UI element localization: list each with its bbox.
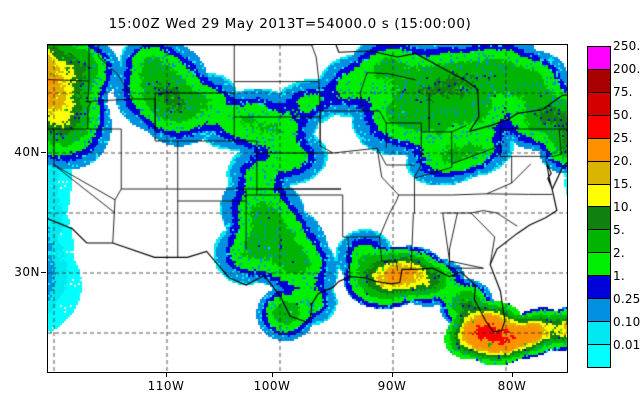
colorbar-label: 20. [613,154,633,168]
colorbar-label: 0.25 [613,292,640,306]
colorbar-label: 0.01 [613,338,640,352]
x-tick-label: 110W [147,379,185,393]
colorbar-segment [588,92,610,116]
map-plot-area[interactable] [47,44,568,373]
title-timestamp: 15:00Z Wed 29 May 2013 [108,16,297,32]
x-tickmark [272,372,273,377]
colorbar-segment [588,47,610,70]
colorbar-segment [588,253,610,277]
colorbar-label: 25. [613,131,633,145]
x-tick-label: 80W [497,379,527,393]
colorbar-segment [588,230,610,254]
colorbar-scale [587,46,611,368]
y-tickmark [41,272,46,273]
x-tickmark [166,372,167,377]
colorbar-label: 10. [613,200,633,214]
colorbar-label: 200. [613,62,640,76]
x-tick-label: 100W [253,379,291,393]
title-model-time: T=54000.0 s (15:00:00) [296,16,472,32]
colorbar-label: 15. [613,177,633,191]
colorbar-segment [588,344,610,367]
colorbar-segment [588,138,610,162]
colorbar-label: 1. [613,269,625,283]
colorbar-label: 75. [613,85,633,99]
precipitation-raster [48,45,567,372]
colorbar-label: 50. [613,108,633,122]
x-tickmark [512,372,513,377]
colorbar-segment [588,69,610,93]
y-tickmark [41,152,46,153]
y-tick-label: 40N [14,145,40,159]
colorbar-segment [588,322,610,345]
colorbar-tick-labels: 250. 200. 75. 50. 25. 20. 15. 10. 5. 2. 1. 0.25 0.10… [613,39,640,368]
x-tick-label: 90W [377,379,407,393]
colorbar-segment [588,115,610,139]
colorbar-segment [588,161,610,185]
colorbar-label: 2. [613,246,625,260]
y-tick-label: 30N [14,265,40,279]
colorbar-label: 250. [613,39,640,53]
colorbar-label: 0.10 [613,315,640,329]
colorbar-segment [588,207,610,231]
x-tickmark [392,372,393,377]
colorbar-label: 5. [613,223,625,237]
colorbar-segment [588,276,610,300]
figure-title: 15:00Z Wed 29 May 2013T=54000.0 s (15:00… [0,16,580,32]
colorbar-segment [588,184,610,208]
colorbar-segment [588,299,610,323]
